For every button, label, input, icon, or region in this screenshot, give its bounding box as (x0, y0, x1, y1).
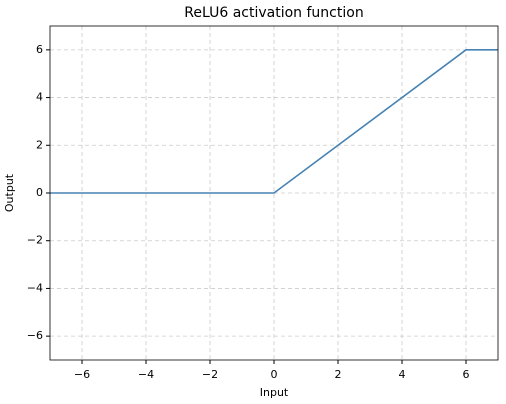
x-tick-label: 6 (463, 368, 470, 381)
x-axis-label: Input (260, 386, 289, 399)
y-tick-label: −2 (27, 234, 43, 247)
x-tick-label: 0 (271, 368, 278, 381)
x-tick-label: 4 (399, 368, 406, 381)
plot-frame (49, 25, 499, 361)
x-tick-label: −6 (74, 368, 90, 381)
y-tick-label: 2 (36, 138, 43, 151)
y-tick-label: 6 (36, 43, 43, 56)
x-tick-label: −2 (202, 368, 218, 381)
y-tick-label: 4 (36, 91, 43, 104)
y-tick-label: −4 (27, 281, 43, 294)
line-series (50, 49, 498, 194)
y-tick-label: 0 (36, 186, 43, 199)
y-axis-label: Output (3, 173, 16, 212)
y-tick-label: −6 (27, 329, 43, 342)
x-tick-label: −4 (138, 368, 154, 381)
x-tick-label: 2 (335, 368, 342, 381)
chart-title: ReLU6 activation function (184, 5, 363, 21)
